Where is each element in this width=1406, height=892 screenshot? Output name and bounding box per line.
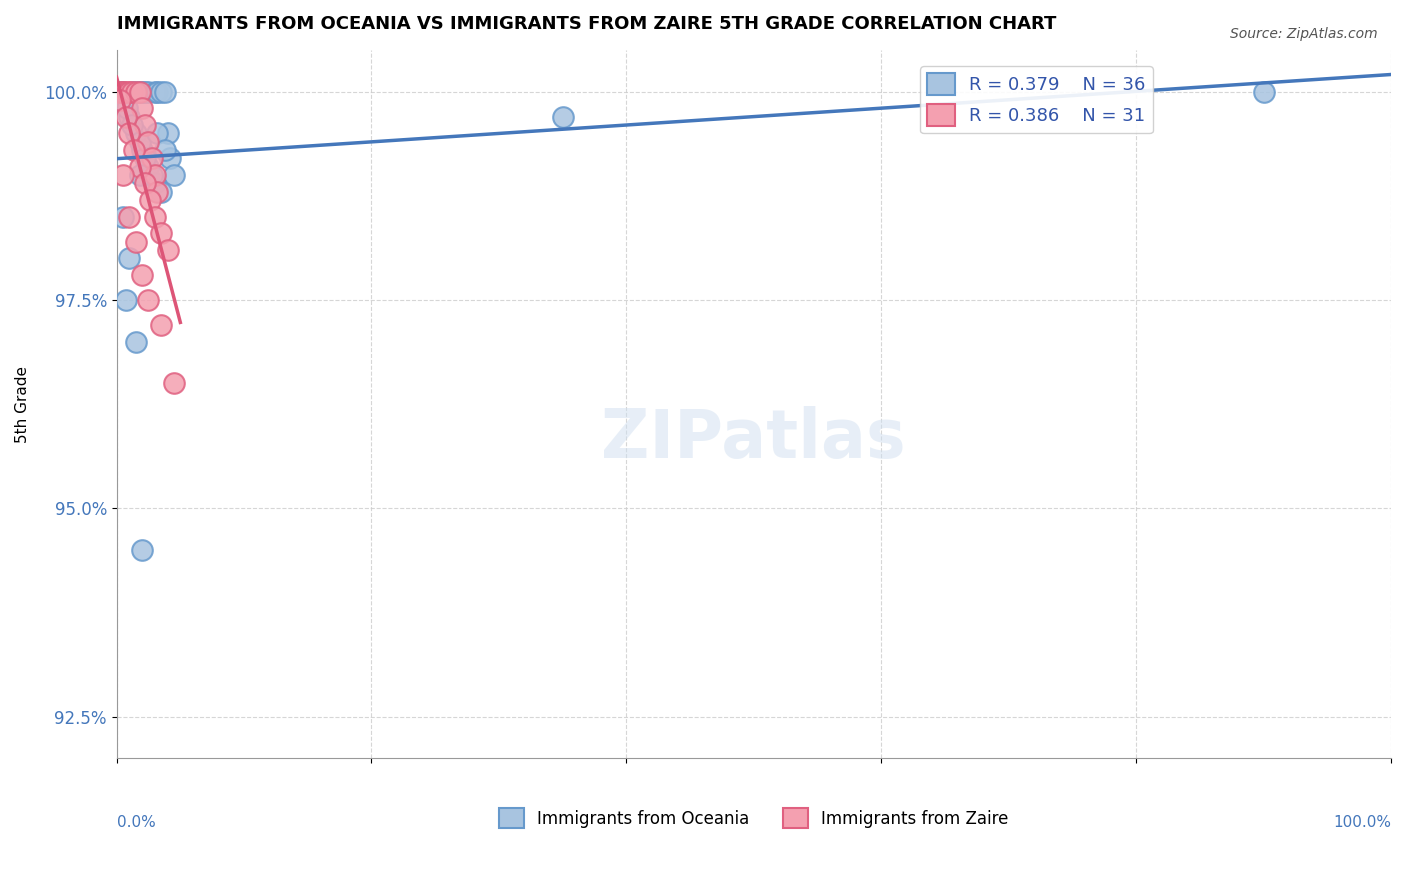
Point <box>124 143 146 157</box>
Point <box>125 235 148 249</box>
Point <box>153 143 176 157</box>
Point <box>115 85 138 99</box>
Point <box>121 85 143 99</box>
Point <box>128 135 150 149</box>
Point <box>146 185 169 199</box>
Point <box>141 168 163 182</box>
Point <box>118 85 141 99</box>
Point <box>159 151 181 165</box>
Point <box>121 118 143 132</box>
Point <box>141 151 163 165</box>
Point <box>118 110 141 124</box>
Point <box>143 210 166 224</box>
Point <box>110 85 132 99</box>
Point <box>138 293 160 307</box>
Y-axis label: 5th Grade: 5th Grade <box>15 366 30 442</box>
Point <box>111 210 134 224</box>
Text: ZIPatlas: ZIPatlas <box>602 407 905 473</box>
Point <box>138 135 160 149</box>
Point <box>146 126 169 140</box>
Point <box>134 118 156 132</box>
Point <box>156 243 179 257</box>
Point <box>114 293 136 307</box>
Point <box>128 85 150 99</box>
Legend: Immigrants from Oceania, Immigrants from Zaire: Immigrants from Oceania, Immigrants from… <box>492 801 1015 835</box>
Text: IMMIGRANTS FROM OCEANIA VS IMMIGRANTS FROM ZAIRE 5TH GRADE CORRELATION CHART: IMMIGRANTS FROM OCEANIA VS IMMIGRANTS FR… <box>117 15 1056 33</box>
Point <box>111 168 134 182</box>
Point <box>1253 85 1275 99</box>
Point <box>131 101 153 115</box>
Point <box>118 210 141 224</box>
Point <box>163 376 186 391</box>
Point <box>134 151 156 165</box>
Point <box>163 168 186 182</box>
Point <box>131 268 153 282</box>
Point <box>121 85 143 99</box>
Point <box>143 168 166 182</box>
Point <box>111 85 134 99</box>
Point <box>139 193 162 207</box>
Point <box>115 101 138 115</box>
Point <box>108 85 131 99</box>
Point <box>134 176 156 190</box>
Point <box>118 126 141 140</box>
Point <box>131 85 153 99</box>
Point <box>131 543 153 558</box>
Point <box>143 176 166 190</box>
Point <box>146 85 169 99</box>
Point <box>110 93 132 107</box>
Point <box>150 226 173 240</box>
Point <box>118 251 141 265</box>
Point <box>128 160 150 174</box>
Point <box>112 85 135 99</box>
Point <box>125 85 148 99</box>
Point <box>125 126 148 140</box>
Point <box>138 160 160 174</box>
Point <box>128 85 150 99</box>
Point <box>150 185 173 199</box>
Point <box>551 110 574 124</box>
Point <box>150 318 173 332</box>
Point <box>150 85 173 99</box>
Point <box>143 85 166 99</box>
Text: 100.0%: 100.0% <box>1333 815 1391 830</box>
Text: Source: ZipAtlas.com: Source: ZipAtlas.com <box>1230 27 1378 41</box>
Text: 0.0%: 0.0% <box>117 815 155 830</box>
Point <box>114 110 136 124</box>
Point <box>134 85 156 99</box>
Point <box>125 334 148 349</box>
Point <box>138 85 160 99</box>
Point <box>111 85 134 99</box>
Point <box>125 85 148 99</box>
Point <box>153 85 176 99</box>
Point <box>131 143 153 157</box>
Point <box>128 168 150 182</box>
Point <box>156 126 179 140</box>
